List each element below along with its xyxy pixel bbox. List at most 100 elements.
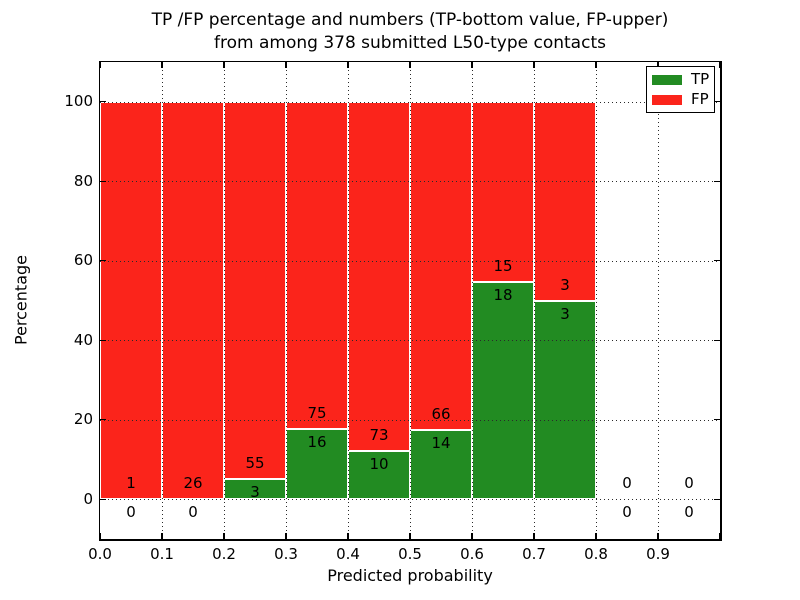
- y-tick-mark-right: [714, 339, 720, 341]
- x-tick-mark-top: [719, 62, 721, 68]
- tp-count-label: 3: [250, 482, 260, 501]
- tp-count-label: 14: [431, 433, 451, 452]
- fp-count-label: 1: [126, 474, 136, 493]
- tp-color-swatch: [652, 74, 682, 85]
- x-gridline: [658, 62, 659, 539]
- x-tick-label: 0.9: [646, 545, 670, 563]
- x-tick-mark: [533, 533, 535, 539]
- chart-title-line2: from among 378 submitted L50-type contac…: [214, 33, 606, 53]
- fp-color-swatch: [652, 94, 682, 105]
- fp-bar-segment: [286, 101, 348, 430]
- tp-count-label: 10: [369, 455, 389, 474]
- x-tick-mark: [595, 533, 597, 539]
- x-tick-label: 0.8: [584, 545, 608, 563]
- y-tick-mark-right: [714, 260, 720, 262]
- fp-count-label: 75: [307, 404, 327, 423]
- fp-count-label: 0: [684, 474, 694, 493]
- tp-bar-segment: [348, 451, 410, 500]
- fp-count-label: 15: [493, 257, 513, 276]
- x-tick-mark-top: [409, 62, 411, 68]
- y-tick-label: 0: [83, 489, 93, 508]
- fp-bar-segment: [162, 101, 224, 500]
- x-tick-mark-top: [471, 62, 473, 68]
- x-tick-label: 0.0: [88, 545, 112, 563]
- fp-count-label: 26: [183, 474, 203, 493]
- y-tick-label: 80: [73, 171, 93, 190]
- x-gridline: [472, 62, 473, 539]
- x-tick-mark: [347, 533, 349, 539]
- y-tick-mark: [100, 180, 106, 182]
- axis-spine-left: [98, 60, 100, 541]
- x-tick-mark-top: [347, 62, 349, 68]
- x-gridline: [162, 62, 163, 539]
- tp-count-label: 0: [126, 503, 136, 522]
- x-tick-label: 0.1: [150, 545, 174, 563]
- x-tick-mark-top: [533, 62, 535, 68]
- x-tick-mark: [285, 533, 287, 539]
- y-tick-mark: [100, 260, 106, 262]
- tp-bar-segment: [534, 300, 596, 500]
- axis-spine-bottom: [98, 539, 722, 541]
- y-tick-mark-right: [714, 101, 720, 103]
- tp-count-label: 0: [188, 503, 198, 522]
- fp-count-label: 3: [560, 275, 570, 294]
- x-gridline: [534, 62, 535, 539]
- y-tick-mark-right: [714, 180, 720, 182]
- legend-item-fp: FP: [652, 92, 714, 107]
- y-tick-mark: [100, 339, 106, 341]
- x-tick-mark: [223, 533, 225, 539]
- fp-count-label: 0: [622, 474, 632, 493]
- x-tick-mark-top: [657, 62, 659, 68]
- x-gridline: [224, 62, 225, 539]
- tp-count-label: 3: [560, 304, 570, 323]
- legend-label-tp: TP: [691, 70, 710, 88]
- x-tick-mark-top: [161, 62, 163, 68]
- fp-bar-segment: [472, 101, 534, 283]
- plot-area: Predicted probability Percentage TP FP 1…: [12, 60, 722, 585]
- x-axis-label: Predicted probability: [327, 566, 493, 585]
- fp-bar-segment: [100, 101, 162, 500]
- x-gridline: [348, 62, 349, 539]
- x-gridline: [286, 62, 287, 539]
- y-tick-label: 40: [73, 330, 93, 349]
- fp-bar-segment: [534, 101, 596, 301]
- x-tick-mark: [99, 533, 101, 539]
- x-tick-mark-top: [285, 62, 287, 68]
- tp-bar-segment: [286, 429, 348, 500]
- x-tick-label: 0.5: [398, 545, 422, 563]
- legend-item-tp: TP: [652, 72, 714, 87]
- x-tick-mark-top: [99, 62, 101, 68]
- y-tick-mark-right: [714, 419, 720, 421]
- tp-bar-segment: [410, 429, 472, 500]
- axis-spine-top: [98, 60, 722, 62]
- y-tick-label: 100: [64, 92, 93, 111]
- tp-bar-segment: [472, 282, 534, 500]
- tp-count-label: 0: [684, 503, 694, 522]
- y-tick-mark: [100, 498, 106, 500]
- x-tick-mark: [161, 533, 163, 539]
- x-tick-mark: [719, 533, 721, 539]
- chart-title: TP /FP percentage and numbers (TP-bottom…: [100, 9, 720, 55]
- fp-bar-segment: [224, 101, 286, 479]
- legend-label-fp: FP: [691, 90, 709, 108]
- x-tick-label: 0.3: [274, 545, 298, 563]
- x-tick-mark-top: [595, 62, 597, 68]
- legend: TP FP: [646, 66, 715, 113]
- tp-count-label: 16: [307, 433, 327, 452]
- fp-bar-segment: [348, 101, 410, 452]
- x-gridline: [410, 62, 411, 539]
- fp-bar-segment: [410, 101, 472, 430]
- tp-count-label: 0: [622, 503, 632, 522]
- fp-count-label: 73: [369, 426, 389, 445]
- x-gridline: [596, 62, 597, 539]
- y-tick-mark: [100, 419, 106, 421]
- x-tick-mark: [471, 533, 473, 539]
- x-tick-mark: [409, 533, 411, 539]
- x-tick-label: 0.4: [336, 545, 360, 563]
- chart-title-line1: TP /FP percentage and numbers (TP-bottom…: [151, 10, 669, 30]
- y-tick-mark: [100, 101, 106, 103]
- fp-count-label: 55: [245, 453, 265, 472]
- y-tick-label: 20: [73, 410, 93, 429]
- x-tick-label: 0.2: [212, 545, 236, 563]
